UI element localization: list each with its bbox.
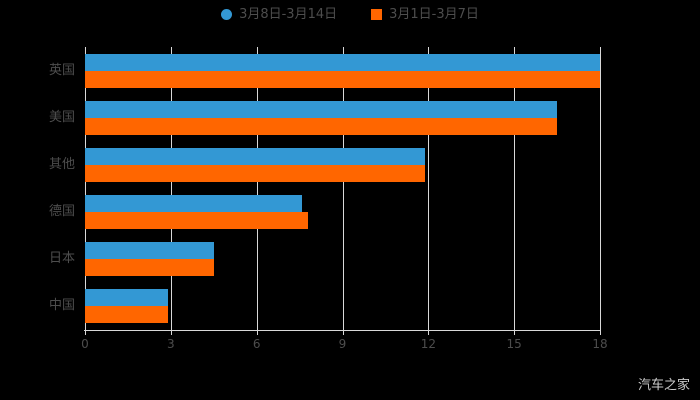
plot-area	[84, 47, 601, 335]
x-tick-mark	[256, 330, 258, 335]
x-axis-line	[84, 330, 600, 331]
square-marker-icon	[371, 9, 383, 20]
legend-item-0[interactable]: 3月8日-3月14日	[221, 8, 337, 21]
x-tick-mark	[428, 330, 430, 335]
y-axis-tick-label: 中国	[48, 298, 75, 314]
x-axis-tick-label: 18	[592, 337, 608, 351]
x-tick-mark	[514, 330, 516, 335]
bar-series-0[interactable]	[85, 100, 558, 118]
bar-series-1[interactable]	[85, 259, 214, 277]
x-axis-labels: 0 3 6 9 12 15 18	[81, 337, 607, 358]
y-axis-tick-label: 美国	[48, 109, 75, 125]
x-axis-tick-label: 15	[506, 337, 522, 351]
x-axis-tick-label: 0	[81, 337, 89, 351]
legend-item-label: 3月8日-3月14日	[239, 7, 338, 22]
bar-series-0[interactable]	[85, 242, 214, 260]
x-axis-tick-label: 12	[420, 337, 436, 351]
bar-group	[85, 100, 600, 135]
bar-group	[85, 242, 600, 277]
x-gridline	[600, 47, 601, 330]
bar-group	[85, 53, 600, 88]
chart-legend: 3月8日-3月14日 3月1日-3月7日	[0, 8, 700, 21]
y-axis-tick-label: 日本	[48, 251, 75, 267]
bar-series-0[interactable]	[85, 147, 426, 165]
circle-marker-icon	[221, 9, 233, 20]
y-axis-line	[85, 47, 86, 330]
bar-group	[85, 195, 600, 230]
bar-series-1[interactable]	[85, 70, 600, 88]
legend-item-label: 3月1日-3月7日	[389, 7, 479, 22]
y-axis-tick-label: 德国	[48, 204, 75, 220]
x-tick-mark	[342, 330, 344, 335]
x-gridline	[514, 47, 516, 330]
y-axis-tick-label: 其他	[48, 156, 75, 172]
bar-group	[85, 289, 600, 324]
x-gridline	[170, 47, 172, 330]
bar-series-1[interactable]	[85, 306, 168, 324]
legend-item-1[interactable]: 3月1日-3月7日	[371, 8, 479, 21]
x-gridline	[256, 47, 258, 330]
x-tick-mark	[600, 330, 601, 335]
x-tick-mark	[85, 330, 86, 335]
y-axis-labels: 英国美国其他德国日本中国	[0, 47, 75, 330]
x-gridline	[342, 47, 344, 330]
y-axis-tick-label: 英国	[48, 62, 75, 78]
bar-series-1[interactable]	[85, 212, 309, 230]
x-axis-tick-label: 6	[252, 337, 261, 351]
watermark-label: 汽车之家	[637, 378, 690, 393]
bar-series-0[interactable]	[85, 53, 600, 71]
bar-series-0[interactable]	[85, 195, 303, 213]
x-axis-tick-label: 9	[338, 337, 347, 351]
x-axis-tick-label: 3	[167, 337, 175, 351]
bar-series-0[interactable]	[85, 289, 168, 307]
bar-group	[85, 147, 600, 182]
bar-series-1[interactable]	[85, 117, 558, 135]
x-tick-mark	[170, 330, 172, 335]
x-gridline	[428, 47, 430, 330]
bar-series-1[interactable]	[85, 164, 426, 182]
